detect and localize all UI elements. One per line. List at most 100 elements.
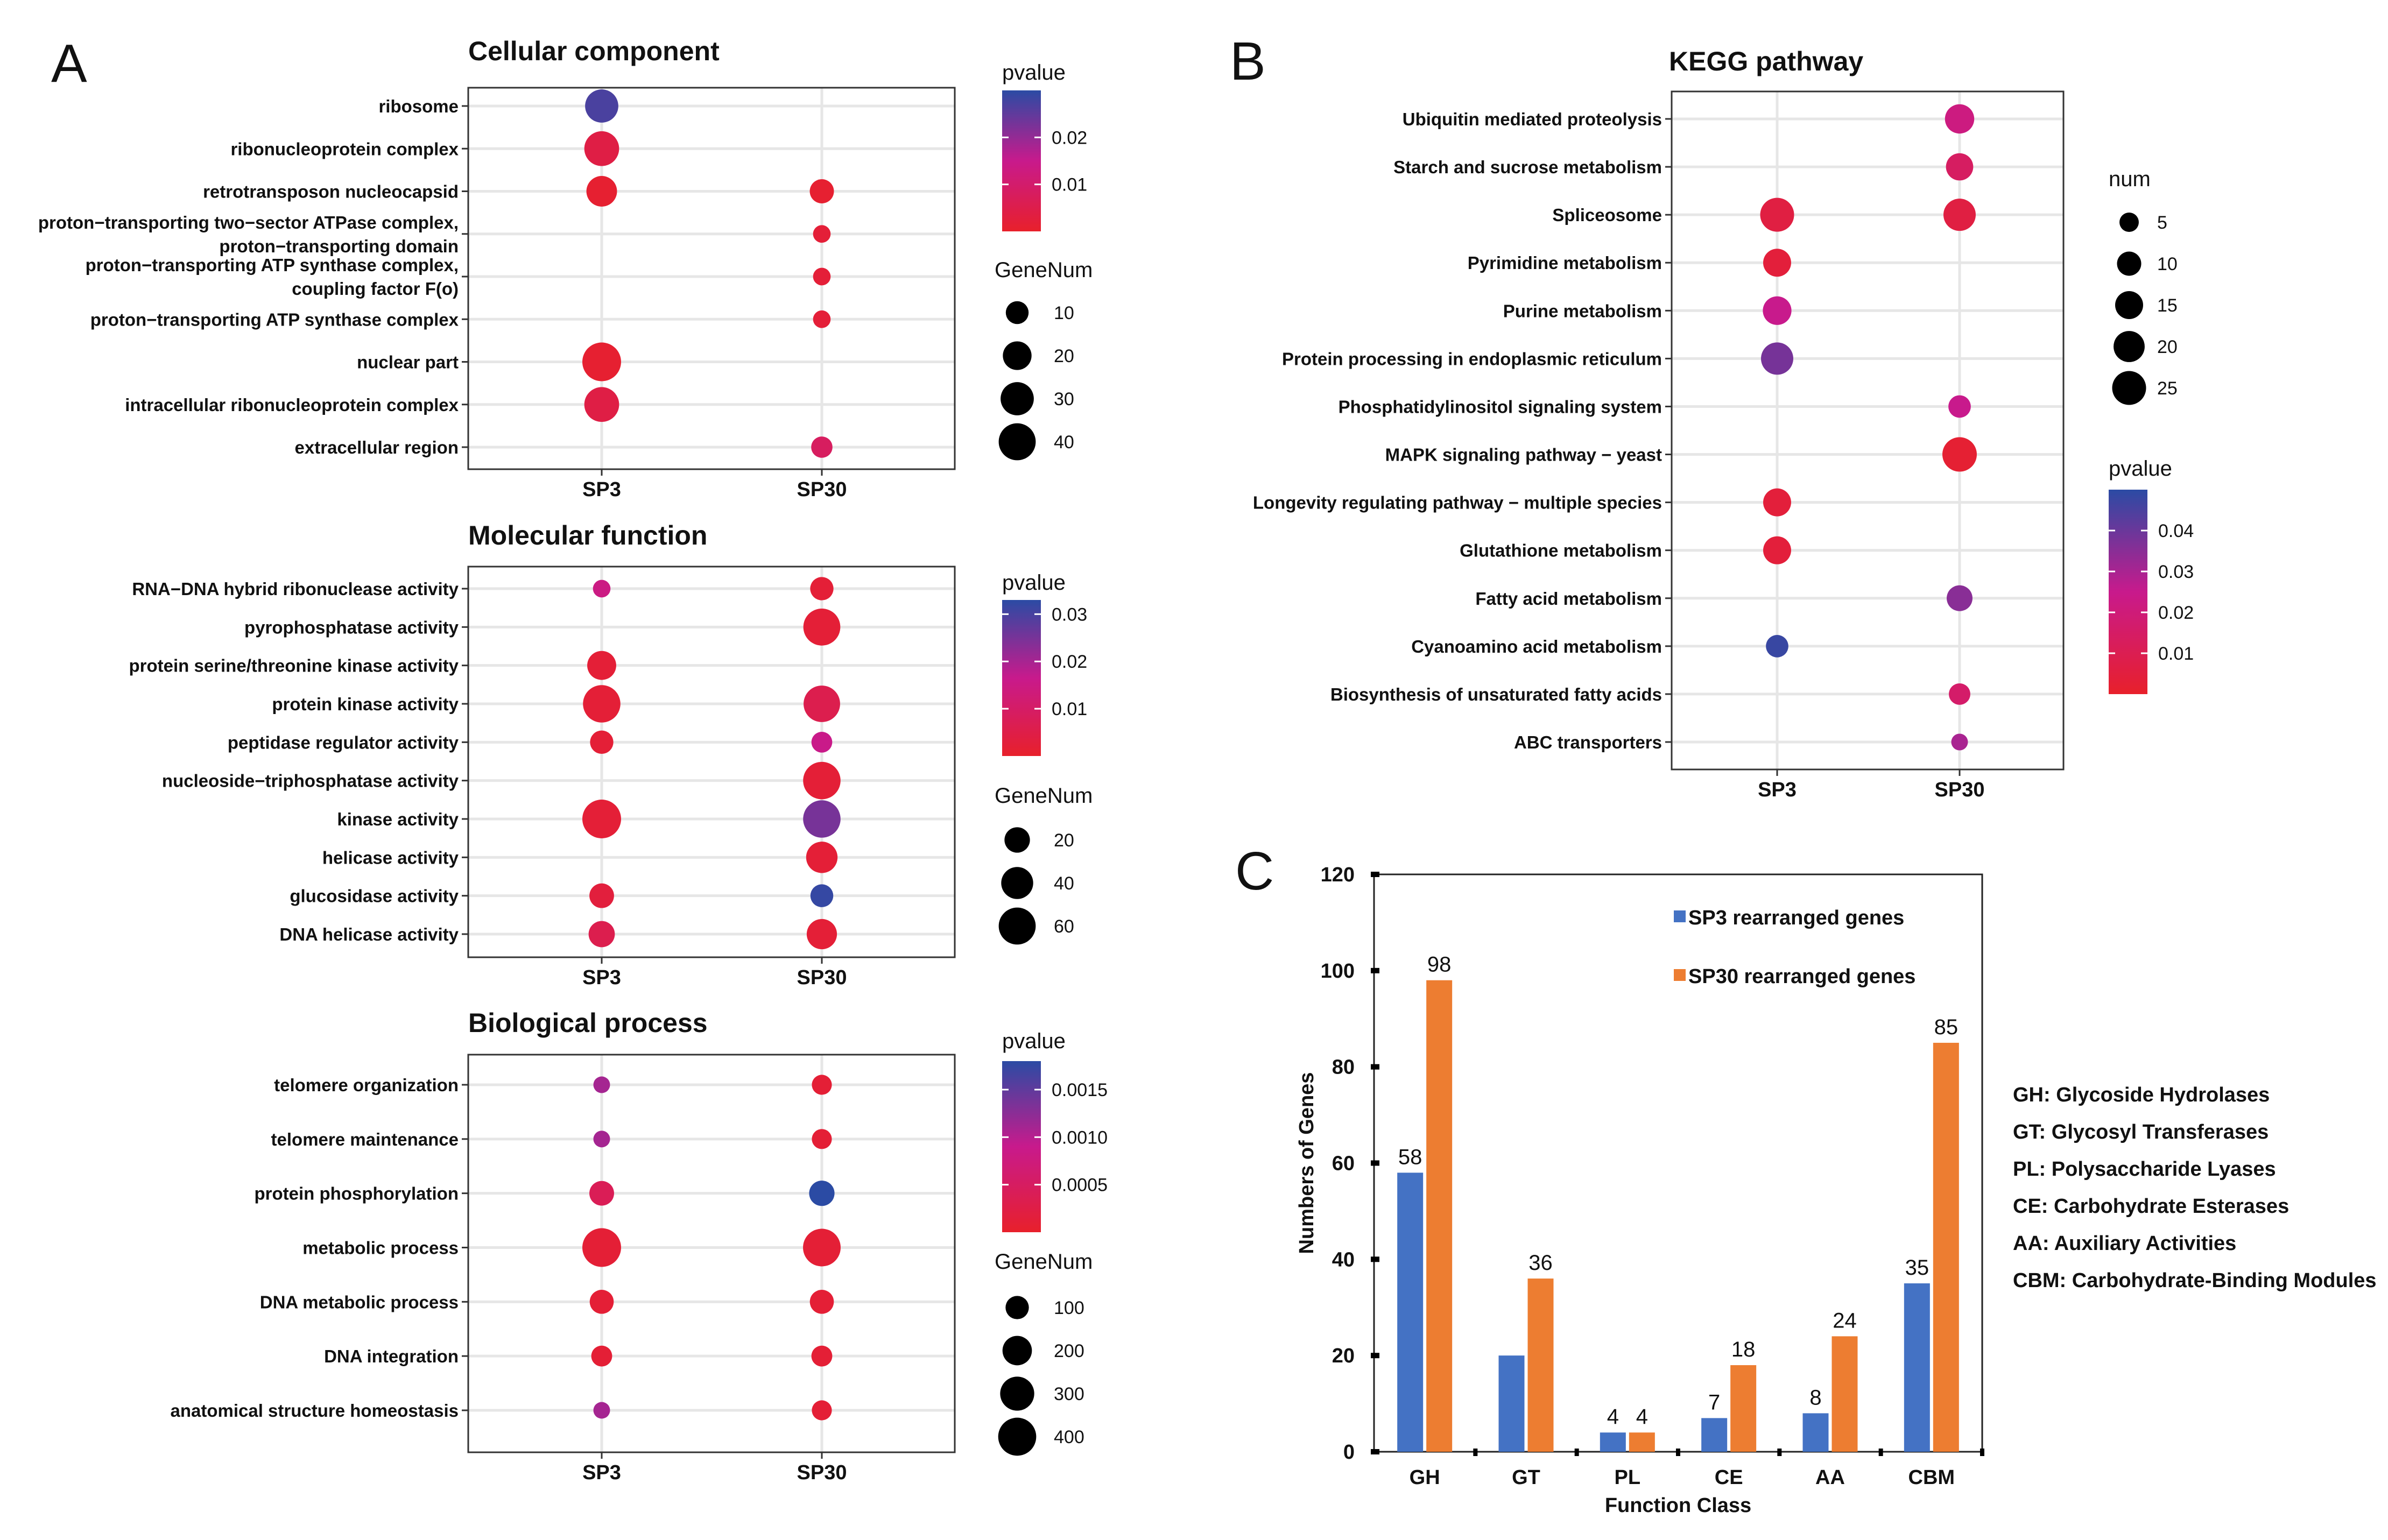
- color-legend-label: 0.01: [1052, 699, 1087, 719]
- y-label-line: metabolic process: [302, 1238, 459, 1258]
- dot-sp3-glutathione-metabolism: [1763, 536, 1791, 564]
- dot-sp3-retrotransposon-nucleocapsid: [586, 176, 617, 207]
- y-label-longevity-regulating-pathway-multiple-species: Longevity regulating pathway − multiple …: [1253, 493, 1662, 513]
- y-label-ribonucleoprotein-complex: ribonucleoprotein complex: [230, 139, 459, 159]
- dot-sp30-dna-metabolic-process: [809, 1290, 834, 1314]
- size-legend-dot: [2115, 291, 2143, 319]
- y-label-line: Starch and sucrose metabolism: [1393, 157, 1662, 177]
- bar-value-label: 98: [1427, 953, 1452, 977]
- y-label-glucosidase-activity: glucosidase activity: [290, 886, 459, 906]
- color-legend-bar: [1002, 1061, 1041, 1232]
- annotation-gt: GT: Glycosyl Transferases: [2013, 1121, 2269, 1143]
- bar-value-label: 8: [1809, 1386, 1821, 1409]
- bar-sp3-rearranged-genes-cbm: [1904, 1283, 1930, 1452]
- size-legend-label: 300: [1054, 1384, 1084, 1404]
- x-label-gt: GT: [1512, 1466, 1540, 1489]
- y-label-protein-processing-in-endoplasmic-reticulum: Protein processing in endoplasmic reticu…: [1282, 349, 1662, 369]
- y-label-line: ribonucleoprotein complex: [230, 139, 459, 159]
- dot-sp30-telomere-maintenance: [812, 1129, 832, 1149]
- size-legend-label: 400: [1054, 1427, 1084, 1447]
- y-label-line: telomere maintenance: [271, 1129, 459, 1149]
- dot-sp30-ubiquitin-mediated-proteolysis: [1945, 104, 1975, 134]
- x-label-sp30: SP30: [1935, 779, 1985, 801]
- y-label-line: Protein processing in endoplasmic reticu…: [1282, 349, 1662, 369]
- y-label-line: anatomical structure homeostasis: [170, 1401, 459, 1421]
- y-label-kinase-activity: kinase activity: [337, 809, 459, 829]
- y-label-line: peptidase regulator activity: [228, 732, 459, 752]
- color-legend-label: 0.04: [2158, 521, 2194, 541]
- y-label-line: protein phosphorylation: [255, 1184, 459, 1204]
- y-label-line: telomere organization: [274, 1075, 459, 1095]
- size-legend-dot: [1002, 1336, 1032, 1366]
- color-legend-label: 0.03: [2158, 562, 2194, 582]
- size-legend-label: 200: [1054, 1341, 1084, 1361]
- size-legend-label: 5: [2157, 213, 2167, 233]
- size-legend-title: num: [2109, 167, 2151, 191]
- dot-sp30-dna-integration: [811, 1345, 833, 1367]
- y-label-dna-metabolic-process: DNA metabolic process: [260, 1292, 459, 1312]
- x-label-sp30: SP30: [797, 478, 847, 501]
- dot-sp30-protein-kinase-activity: [804, 686, 840, 722]
- y-label-line: nucleoside−triphosphatase activity: [162, 771, 459, 791]
- y-axis-title: Numbers of Genes: [1295, 1072, 1318, 1254]
- color-legend-label: 0.0010: [1052, 1127, 1108, 1148]
- dot-sp30-fatty-acid-metabolism: [1947, 585, 1973, 611]
- y-label-purine-metabolism: Purine metabolism: [1503, 301, 1662, 321]
- y-label-line: RNA−DNA hybrid ribonuclease activity: [132, 579, 459, 599]
- dot-chart-kegg-pathway: KEGG pathway Ubiquitin mediated proteolys…: [1253, 46, 2194, 801]
- size-legend-label: 60: [1054, 916, 1074, 937]
- bar-sp3-rearranged-genes-ce: [1701, 1418, 1728, 1452]
- dot-sp3-ribonucleoprotein-complex: [584, 131, 619, 166]
- y-label-line: Biosynthesis of unsaturated fatty acids: [1330, 684, 1662, 704]
- annotation-ce: CE: Carbohydrate Esterases: [2013, 1195, 2289, 1218]
- dot-sp30-rna-dna-hybrid-ribonuclease-activity: [810, 577, 834, 601]
- y-label-protein-serine-threonine-kinase-activity: protein serine/threonine kinase activity: [129, 656, 459, 676]
- y-label-spliceosome: Spliceosome: [1552, 205, 1662, 225]
- size-legend-label: 30: [1054, 389, 1074, 409]
- dot-sp30-protein-phosphorylation: [809, 1181, 835, 1206]
- y-label-line: proton−transporting domain: [219, 236, 459, 256]
- color-legend-label: 0.0015: [1052, 1080, 1108, 1100]
- color-legend-title: pvalue: [1002, 61, 1066, 84]
- y-label-line: DNA helicase activity: [279, 924, 459, 944]
- y-label-line: kinase activity: [337, 809, 459, 829]
- color-legend-label: 0.02: [1052, 652, 1087, 672]
- dot-sp3-protein-processing-in-endoplasmic-reticulum: [1761, 342, 1793, 375]
- dot-chart-biological-process: Biological process telomere organization t…: [170, 1008, 1108, 1484]
- size-legend-label: 100: [1054, 1298, 1084, 1318]
- y-tick-label: 0: [1343, 1441, 1355, 1464]
- y-label-line: DNA integration: [324, 1346, 459, 1366]
- y-label-line: Pyrimidine metabolism: [1468, 253, 1662, 273]
- dot-sp3-dna-helicase-activity: [588, 921, 615, 948]
- panel-letter-a: A: [51, 33, 87, 94]
- dot-sp30-biosynthesis-of-unsaturated-fatty-acids: [1949, 683, 1970, 705]
- dot-sp3-longevity-regulating-pathway-multiple-species: [1763, 488, 1791, 517]
- dot-sp3-pyrimidine-metabolism: [1763, 249, 1791, 277]
- size-legend-dot: [1001, 382, 1034, 415]
- size-legend-label: 25: [2157, 378, 2178, 399]
- y-label-line: protein serine/threonine kinase activity: [129, 656, 459, 676]
- color-legend-label: 0.02: [2158, 603, 2194, 623]
- y-label-line: protein kinase activity: [272, 694, 459, 714]
- y-label-proton-transporting-two-sector-atpase-complex-pr: proton−transporting two−sector ATPase co…: [38, 213, 459, 256]
- legend-label-sp30-rearranged-genes: SP30 rearranged genes: [1688, 965, 1915, 988]
- y-label-pyrophosphatase-activity: pyrophosphatase activity: [244, 617, 459, 637]
- y-label-line: Purine metabolism: [1503, 301, 1662, 321]
- y-label-anatomical-structure-homeostasis: anatomical structure homeostasis: [170, 1401, 459, 1421]
- legend-swatch-sp30-rearranged-genes: [1674, 969, 1686, 981]
- y-label-ribosome: ribosome: [378, 96, 459, 116]
- dot-sp30-proton-transporting-two-sector-atpase-complex-pr: [813, 225, 831, 243]
- y-label-line: Glutathione metabolism: [1460, 541, 1662, 561]
- bar-sp30-rearranged-genes-aa: [1831, 1336, 1858, 1452]
- chart-title: Cellular component: [468, 36, 720, 66]
- color-legend-label: 0.03: [1052, 604, 1087, 625]
- annotation-cbm: CBM: Carbohydrate-Binding Modules: [2013, 1269, 2377, 1292]
- y-label-dna-helicase-activity: DNA helicase activity: [279, 924, 459, 944]
- size-legend-title: GeneNum: [995, 258, 1093, 282]
- y-label-phosphatidylinositol-signaling-system: Phosphatidylinositol signaling system: [1339, 397, 1662, 416]
- color-legend-title: pvalue: [1002, 571, 1066, 595]
- dot-sp3-telomere-organization: [593, 1076, 610, 1093]
- y-label-abc-transporters: ABC transporters: [1514, 732, 1662, 752]
- x-label-gh: GH: [1410, 1466, 1440, 1489]
